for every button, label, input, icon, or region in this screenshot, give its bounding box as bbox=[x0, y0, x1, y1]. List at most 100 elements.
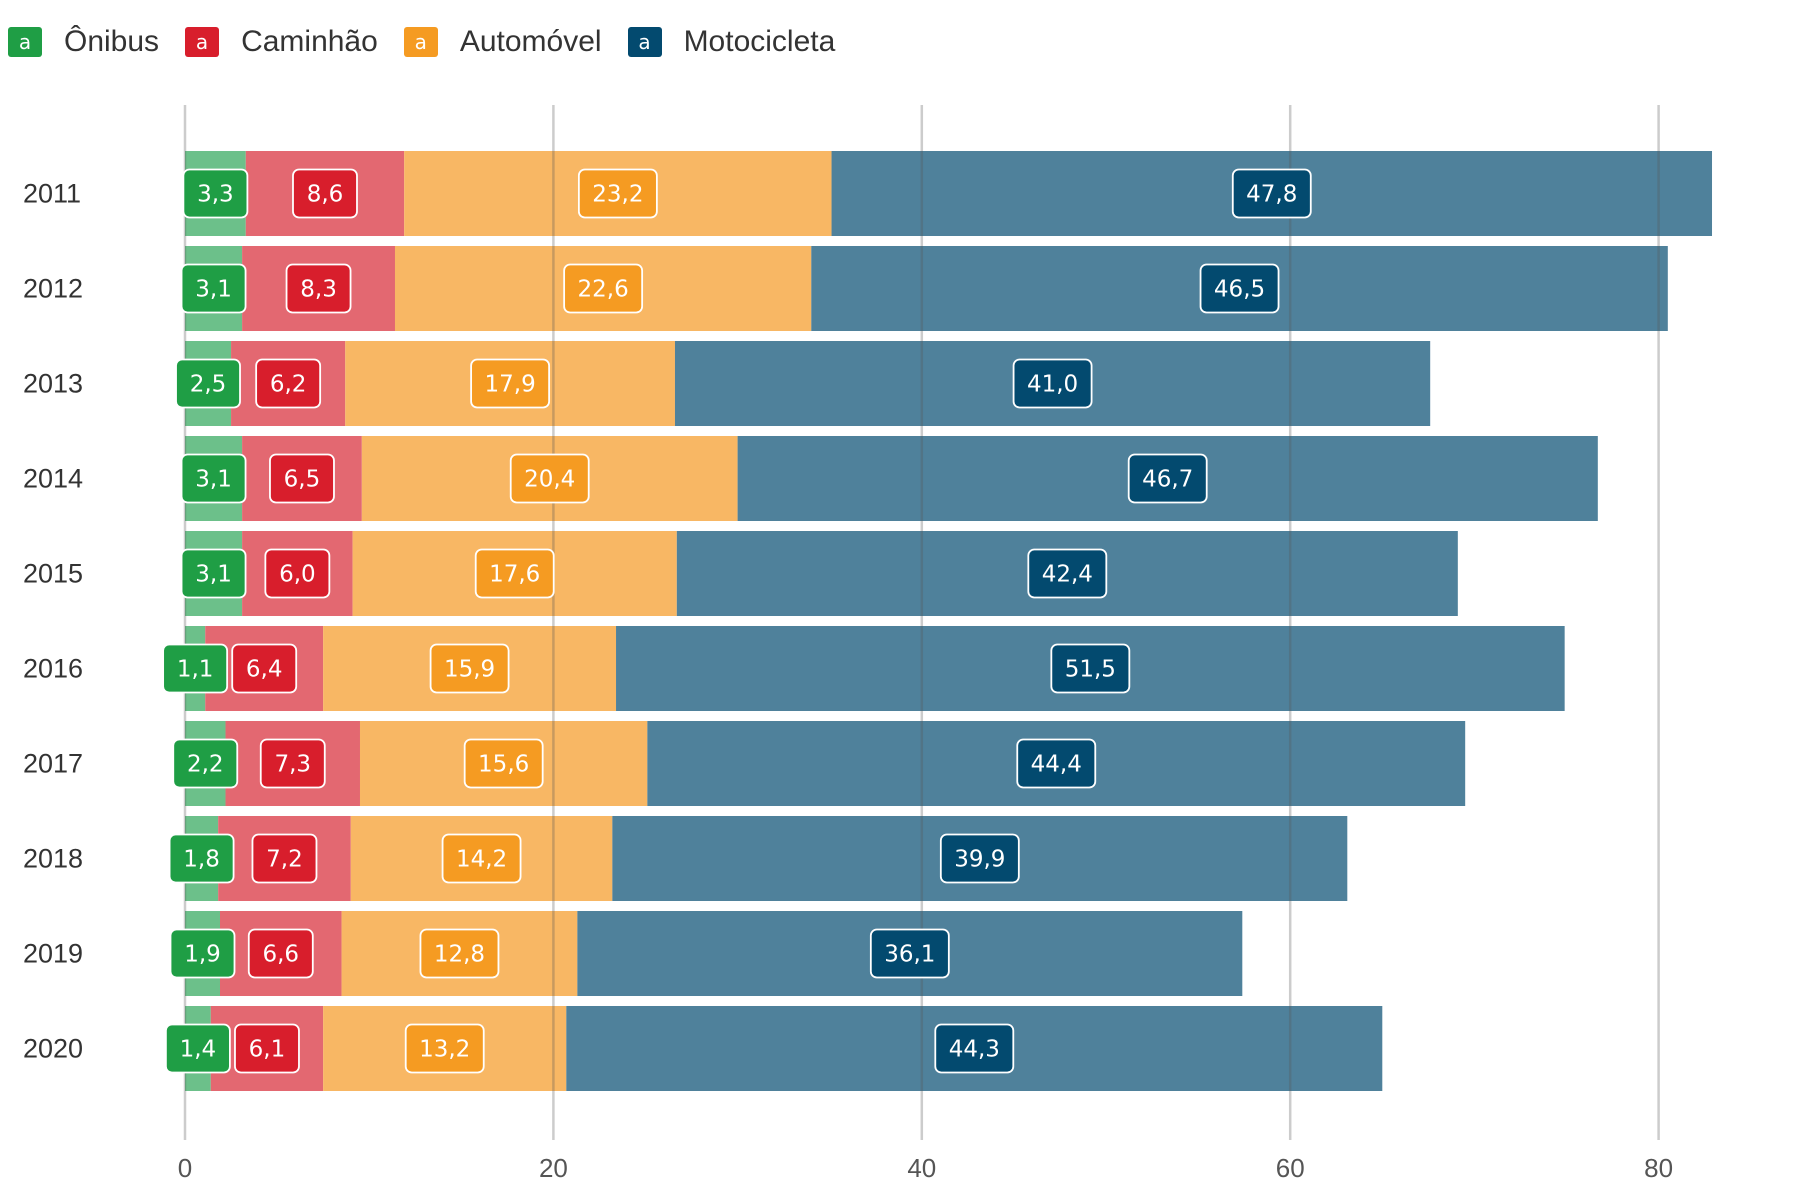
data-label-box bbox=[1027, 548, 1108, 599]
data-label-text: 1,8 bbox=[183, 847, 220, 873]
data-label: 15,9 bbox=[429, 643, 510, 694]
data-label: 8,3 bbox=[285, 263, 352, 314]
data-label-box bbox=[509, 453, 590, 504]
data-label: 1,9 bbox=[169, 928, 236, 979]
data-label-text: 23,2 bbox=[592, 182, 643, 208]
data-label-text: 3,1 bbox=[195, 562, 232, 588]
data-label-text: 1,4 bbox=[180, 1037, 217, 1063]
data-label: 46,7 bbox=[1127, 453, 1208, 504]
data-label-text: 7,2 bbox=[266, 847, 303, 873]
data-label-box bbox=[231, 643, 298, 694]
data-label: 13,2 bbox=[404, 1023, 485, 1074]
data-label-box bbox=[251, 833, 318, 884]
y-tick-label: 2014 bbox=[23, 464, 83, 494]
data-label-box bbox=[172, 738, 239, 789]
x-tick-label: 80 bbox=[1644, 1153, 1673, 1183]
data-label-box bbox=[169, 928, 236, 979]
data-label: 17,6 bbox=[474, 548, 555, 599]
legend-key: a bbox=[403, 27, 438, 57]
data-label-box bbox=[1199, 263, 1280, 314]
data-label-box bbox=[259, 738, 326, 789]
data-label: 1,4 bbox=[164, 1023, 231, 1074]
data-label: 2,5 bbox=[175, 358, 241, 409]
data-label-text: 13,2 bbox=[419, 1037, 470, 1063]
data-label: 17,9 bbox=[470, 358, 551, 409]
data-label-text: 17,9 bbox=[485, 372, 536, 398]
data-label-box bbox=[175, 358, 241, 409]
data-label: 3,1 bbox=[180, 453, 247, 504]
data-label-text: 15,9 bbox=[444, 657, 495, 683]
data-label-box bbox=[934, 1023, 1015, 1074]
data-label-text: 51,5 bbox=[1065, 657, 1116, 683]
data-label: 41,0 bbox=[1012, 358, 1093, 409]
data-label-text: 36,1 bbox=[884, 942, 935, 968]
data-label: 12,8 bbox=[419, 928, 500, 979]
data-label-box bbox=[264, 548, 331, 599]
data-label-box bbox=[180, 548, 247, 599]
data-label-box bbox=[470, 358, 551, 409]
y-tick-label: 2016 bbox=[23, 654, 83, 684]
data-label-text: 17,6 bbox=[489, 562, 540, 588]
y-tick-label: 2017 bbox=[23, 749, 83, 779]
data-label-text: 6,1 bbox=[249, 1037, 286, 1063]
data-label-text: 44,3 bbox=[949, 1037, 1000, 1063]
data-label-box bbox=[1127, 453, 1208, 504]
data-label-box bbox=[463, 738, 544, 789]
data-label-box bbox=[429, 643, 510, 694]
legend-key: a bbox=[185, 27, 220, 57]
data-label-box bbox=[180, 453, 247, 504]
data-label: 8,6 bbox=[292, 168, 358, 219]
data-label: 47,8 bbox=[1231, 168, 1312, 219]
legend-item: a Caminhão bbox=[185, 25, 378, 59]
data-label-text: 47,8 bbox=[1246, 182, 1297, 208]
data-label-box bbox=[1231, 168, 1312, 219]
data-label-text: 46,7 bbox=[1142, 467, 1193, 493]
legend-key: a bbox=[627, 27, 662, 57]
data-label-box bbox=[563, 263, 644, 314]
data-label: 44,4 bbox=[1016, 738, 1097, 789]
data-label: 14,2 bbox=[441, 833, 522, 884]
data-labels: 3,3 8,6 23,2 47,8 3,1 8,3 22,6 46,5 2,5 6,2 17,9 41… bbox=[162, 168, 1312, 1074]
data-label-box bbox=[577, 168, 658, 219]
legend-label: Ônibus bbox=[64, 25, 160, 58]
data-label: 7,3 bbox=[259, 738, 326, 789]
data-label: 23,2 bbox=[577, 168, 658, 219]
data-label-box bbox=[285, 263, 352, 314]
data-label: 1,8 bbox=[168, 833, 235, 884]
data-label: 6,0 bbox=[264, 548, 331, 599]
data-label-text: 20,4 bbox=[524, 467, 575, 493]
data-label: 20,4 bbox=[509, 453, 590, 504]
data-label: 39,9 bbox=[939, 833, 1020, 884]
y-tick-label: 2013 bbox=[23, 369, 83, 399]
data-label: 2,2 bbox=[172, 738, 239, 789]
data-label: 36,1 bbox=[869, 928, 950, 979]
data-label: 6,1 bbox=[234, 1023, 300, 1074]
legend-label: Automóvel bbox=[459, 25, 602, 58]
data-label-box bbox=[255, 358, 322, 409]
y-tick-label: 2018 bbox=[23, 844, 83, 874]
data-label-box bbox=[168, 833, 235, 884]
y-tick-label: 2020 bbox=[23, 1034, 83, 1064]
data-label-text: 1,9 bbox=[184, 942, 221, 968]
data-label: 6,5 bbox=[269, 453, 335, 504]
data-label-text: 15,6 bbox=[478, 752, 529, 778]
data-label-box bbox=[419, 928, 500, 979]
data-label-box bbox=[474, 548, 555, 599]
data-label-box bbox=[1012, 358, 1093, 409]
data-label-box bbox=[182, 168, 249, 219]
data-label-box bbox=[1050, 643, 1131, 694]
data-label-text: 2,5 bbox=[190, 372, 227, 398]
y-tick-label: 2015 bbox=[23, 559, 83, 589]
data-label-text: 12,8 bbox=[434, 942, 485, 968]
data-label: 1,1 bbox=[162, 643, 229, 694]
data-label-box bbox=[164, 1023, 231, 1074]
data-label-text: 22,6 bbox=[578, 277, 629, 303]
data-label-text: 44,4 bbox=[1031, 752, 1082, 778]
data-label-box bbox=[162, 643, 229, 694]
data-label-text: 6,0 bbox=[279, 562, 316, 588]
data-label-box bbox=[269, 453, 335, 504]
data-label-text: 8,3 bbox=[300, 277, 337, 303]
data-label: 7,2 bbox=[251, 833, 318, 884]
data-label-box bbox=[234, 1023, 300, 1074]
